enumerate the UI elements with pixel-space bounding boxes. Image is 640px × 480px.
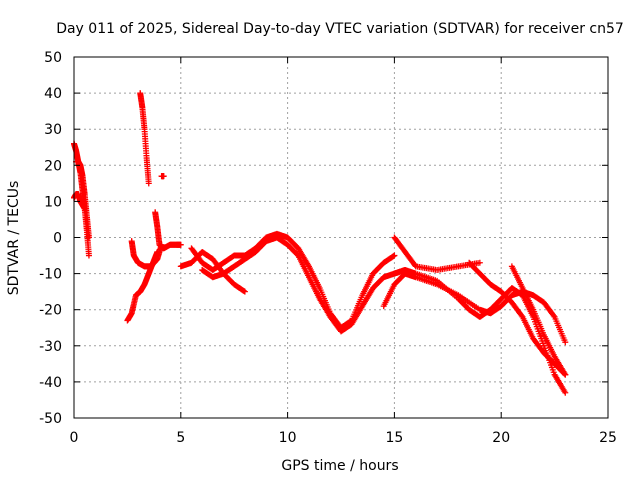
- axis-ticks: 0 5 10 15 20 25 -50 -40 -30 -20 -10 0 10 20 30 40 50: [39, 50, 617, 446]
- y-tick-label: -20: [39, 303, 62, 319]
- series-arc8: [152, 209, 184, 252]
- data-point: [518, 312, 525, 319]
- series-arc16: [508, 263, 569, 378]
- x-tick-label: 0: [70, 430, 79, 446]
- y-tick-label: 10: [44, 194, 62, 210]
- y-tick-label: -10: [39, 267, 62, 283]
- series-arc10: [188, 230, 398, 331]
- data-point: [562, 371, 569, 378]
- y-tick-label: 30: [44, 122, 62, 138]
- data-point: [562, 389, 569, 396]
- y-tick-label: 50: [44, 50, 62, 66]
- data-point: [85, 252, 92, 259]
- y-tick-label: 20: [44, 158, 62, 174]
- data-point: [476, 259, 483, 266]
- y-tick-label: 0: [53, 231, 62, 247]
- data-points: [71, 90, 569, 396]
- series-arc11: [199, 234, 409, 335]
- data-point: [160, 173, 167, 180]
- x-tick-label: 15: [385, 430, 403, 446]
- series-arc14: [391, 266, 569, 396]
- data-point: [85, 234, 92, 241]
- series-arc3: [73, 158, 92, 241]
- grid: [74, 57, 608, 418]
- chart-title: Day 011 of 2025, Sidereal Day-to-day VTE…: [56, 21, 624, 37]
- x-tick-label: 20: [492, 430, 510, 446]
- data-point: [550, 312, 557, 319]
- data-point: [562, 339, 569, 346]
- data-point: [391, 252, 398, 259]
- data-point: [177, 241, 184, 248]
- y-tick-label: -50: [39, 411, 62, 427]
- x-axis-label: GPS time / hours: [281, 458, 398, 474]
- y-tick-label: -30: [39, 339, 62, 355]
- series-arc6: [158, 173, 167, 180]
- x-tick-label: 25: [599, 430, 617, 446]
- y-tick-label: -40: [39, 375, 62, 391]
- series-arc5: [137, 90, 152, 187]
- data-point: [241, 288, 248, 295]
- data-point: [145, 180, 152, 187]
- x-tick-label: 5: [176, 430, 185, 446]
- x-tick-label: 10: [279, 430, 297, 446]
- y-tick-label: 40: [44, 86, 62, 102]
- y-axis-label: SDTVAR / TECUs: [6, 181, 22, 296]
